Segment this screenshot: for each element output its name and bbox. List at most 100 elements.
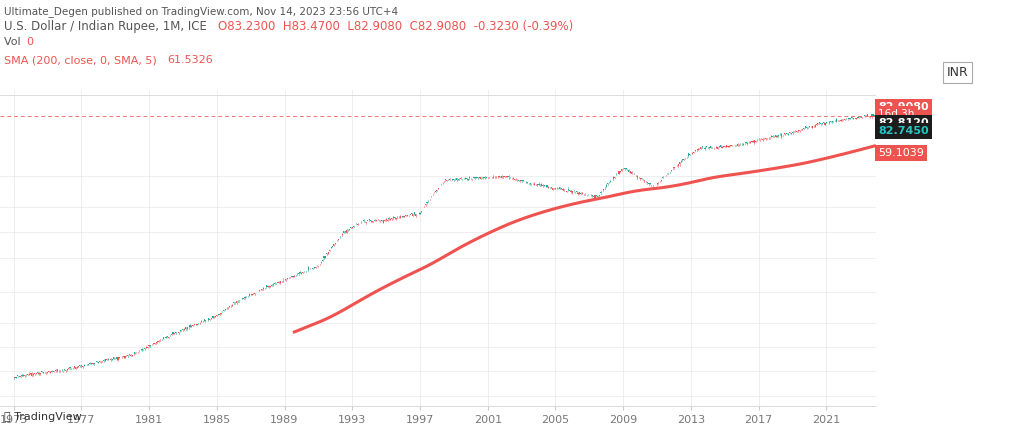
Bar — [294, 276, 295, 277]
Bar — [819, 122, 820, 123]
Bar — [77, 367, 78, 368]
Bar — [147, 347, 148, 348]
Bar — [631, 172, 632, 174]
Bar — [34, 373, 35, 374]
Bar — [648, 183, 649, 184]
Bar — [872, 114, 873, 115]
Bar — [152, 343, 153, 344]
Bar — [312, 267, 313, 269]
Bar — [325, 257, 326, 258]
Bar — [81, 365, 82, 366]
Bar — [858, 117, 859, 118]
Bar — [125, 357, 126, 358]
Bar — [701, 146, 702, 147]
Bar — [861, 117, 862, 118]
Bar — [313, 267, 314, 268]
Bar — [106, 360, 108, 361]
Bar — [678, 164, 679, 166]
Bar — [89, 363, 90, 364]
Bar — [624, 168, 626, 169]
Bar — [709, 147, 710, 148]
Bar — [411, 213, 412, 214]
Bar — [606, 184, 607, 187]
Bar — [265, 285, 266, 288]
Bar — [683, 159, 684, 160]
Bar — [298, 273, 299, 274]
Bar — [593, 196, 594, 197]
Bar — [407, 215, 408, 216]
Bar — [421, 211, 422, 212]
Bar — [812, 126, 813, 128]
Bar — [233, 302, 234, 303]
Bar — [414, 212, 415, 214]
Bar — [426, 202, 428, 203]
Bar — [159, 341, 160, 342]
Bar — [644, 180, 645, 181]
Bar — [381, 220, 382, 221]
Bar — [514, 179, 515, 180]
Bar — [245, 297, 246, 298]
Bar — [435, 191, 436, 192]
Bar — [174, 333, 175, 334]
Bar — [413, 214, 414, 215]
Bar — [567, 189, 568, 191]
Bar — [697, 149, 698, 150]
Bar — [790, 132, 791, 133]
Text: 0: 0 — [27, 37, 34, 47]
Bar — [518, 180, 519, 181]
Bar — [327, 253, 328, 254]
Bar — [705, 148, 706, 149]
Bar — [66, 370, 67, 371]
Bar — [92, 363, 93, 364]
Text: 82.9080: 82.9080 — [879, 102, 929, 112]
Bar — [860, 116, 861, 118]
Bar — [25, 375, 26, 376]
Bar — [47, 372, 48, 373]
Bar — [129, 354, 130, 355]
Bar — [179, 330, 180, 331]
Bar — [762, 139, 764, 140]
Bar — [868, 115, 869, 116]
Bar — [871, 114, 872, 117]
Bar — [836, 119, 837, 121]
Bar — [555, 188, 556, 189]
Bar — [79, 365, 81, 366]
Text: 16d 3h: 16d 3h — [879, 109, 914, 119]
Bar — [399, 216, 400, 218]
Bar — [484, 177, 485, 178]
Bar — [745, 142, 746, 143]
Bar — [783, 133, 784, 134]
Bar — [753, 141, 754, 142]
Bar — [156, 342, 157, 343]
Bar — [383, 220, 384, 223]
Bar — [211, 318, 212, 319]
Bar — [97, 362, 98, 363]
Bar — [271, 285, 272, 286]
Bar — [185, 327, 186, 329]
Bar — [68, 368, 70, 369]
Bar — [469, 177, 470, 178]
Bar — [236, 302, 238, 303]
Bar — [502, 176, 503, 177]
Bar — [607, 183, 608, 184]
Bar — [338, 239, 339, 240]
Bar — [779, 134, 780, 135]
Bar — [508, 176, 509, 177]
Bar — [716, 147, 717, 148]
Bar — [56, 369, 57, 371]
Bar — [379, 220, 380, 221]
Bar — [171, 334, 172, 335]
Bar — [791, 133, 792, 134]
Bar — [395, 218, 396, 219]
Bar — [193, 325, 194, 326]
Bar — [343, 231, 344, 232]
Bar — [182, 329, 183, 330]
Bar — [36, 373, 37, 374]
Bar — [172, 332, 173, 334]
Text: Vol: Vol — [4, 37, 25, 47]
Bar — [786, 133, 787, 134]
Bar — [52, 371, 53, 372]
Bar — [99, 361, 100, 362]
Bar — [29, 374, 30, 375]
Bar — [506, 176, 507, 177]
